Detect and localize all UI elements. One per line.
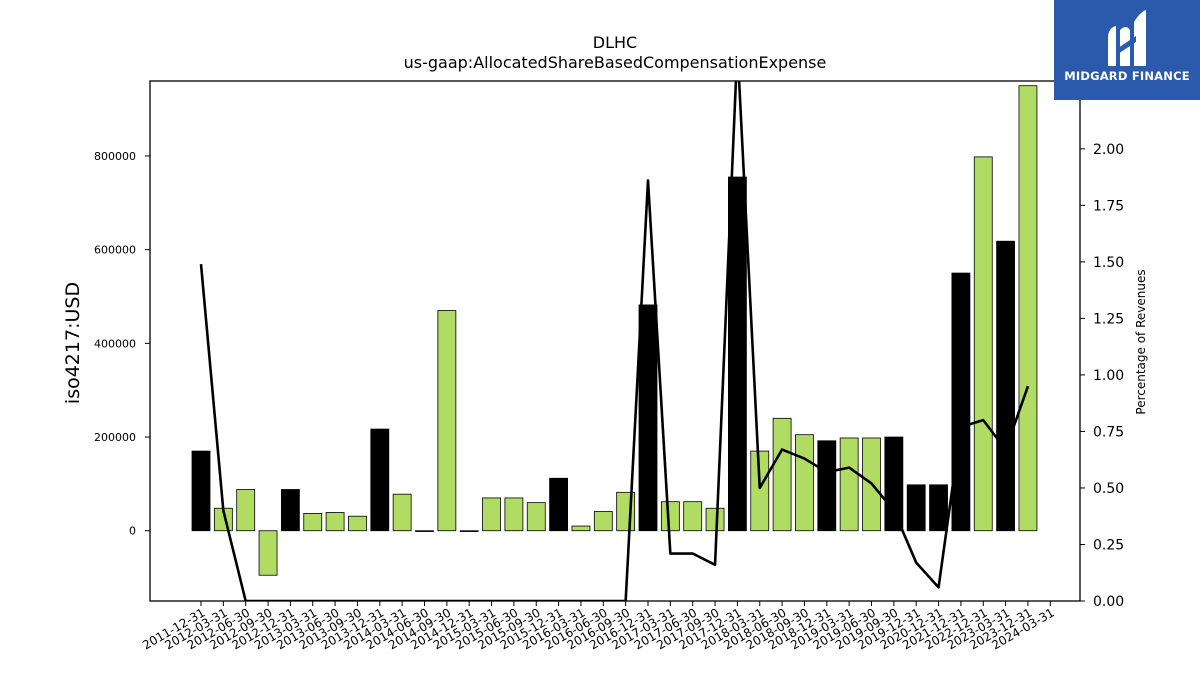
brand-name: MIDGARD FINANCE [1064,69,1190,83]
bar-2018-12-31 [817,440,837,532]
bar-2015-12-31 [549,477,568,532]
bar-2012-12-31 [280,489,300,532]
y2-axis-label: Percentage of Revenues [1134,269,1148,414]
y-tick-label: 0 [129,525,136,538]
bar-2016-12-31 [638,304,658,532]
plot-frame [149,80,1081,602]
bar-2012-09-30 [258,530,278,576]
line-group [199,81,1030,601]
bar-2023-03-31 [996,240,1015,532]
chart-subtitle: us-gaap:AllocatedShareBasedCompensationE… [404,53,827,72]
bar-2019-03-31 [839,437,859,532]
bar-2020-12-31 [929,484,948,532]
y-tick-label: 600000 [94,244,136,257]
x-ticks: 2011-12-312012-03-312012-06-302012-09-30… [140,601,1057,652]
y2-tick-label: 0.75 [1093,424,1124,440]
chart-title: DLHC [593,33,637,52]
y2-tick-label: 1.00 [1093,368,1124,384]
bar-2017-03-31 [660,501,680,532]
bar-2018-06-30 [772,417,792,532]
bar-2014-06-30 [415,530,434,532]
y2-tick-label: 0.50 [1093,481,1124,497]
midgard-logo-icon [1108,10,1146,66]
y-axis-label: iso4217:USD [62,282,84,404]
bar-2017-12-31 [728,176,747,532]
bar-2017-06-30 [683,501,703,532]
brand-logo: MIDGARD FINANCE [1054,0,1200,100]
bar-2018-03-31 [750,450,770,532]
bar-2012-06-30 [236,489,256,532]
y-tick-label: 400000 [94,337,136,350]
bar-2019-12-31 [906,484,926,532]
bar-2015-09-30 [526,502,546,532]
bar-2018-09-30 [795,434,814,532]
bar-2015-06-30 [504,497,524,532]
bar-2014-12-31 [459,530,479,532]
y2-tick-label: 1.75 [1093,198,1124,214]
y2-tick-label: 0.00 [1093,594,1124,610]
bar-2017-09-30 [705,507,725,532]
y2-tick-label: 0.25 [1093,537,1124,553]
bar-2023-12-31 [1018,85,1038,532]
y2-tick-label: 1.50 [1093,255,1124,271]
bar-2014-09-30 [437,310,457,532]
y2-ticks: 0.00 0.25 0.50 0.75 1.00 1.25 1.50 1.75 2.00 [1080,142,1124,610]
bar-2022-12-31 [973,156,993,532]
pct-revenue-line [199,81,1030,601]
bar-2011-12-31 [191,450,211,532]
y-tick-label: 200000 [94,431,136,444]
bar-2013-06-30 [325,512,345,532]
y-tick-label: 800000 [94,150,136,163]
bars-group [191,85,1038,576]
bar-2019-09-30 [884,436,904,532]
bar-2014-03-31 [392,493,412,532]
bar-2013-12-31 [370,428,390,532]
bar-2015-03-31 [482,497,501,532]
bar-2016-06-30 [593,511,613,532]
y2-tick-label: 1.25 [1093,311,1124,327]
y2-tick-label: 2.00 [1093,142,1124,158]
bar-2016-03-31 [571,525,591,532]
bar-2013-03-31 [303,512,323,532]
bar-2013-09-30 [348,515,367,532]
bar-2021-12-31 [951,272,971,532]
y-ticks: 0 200000 400000 600000 800000 [94,150,150,538]
